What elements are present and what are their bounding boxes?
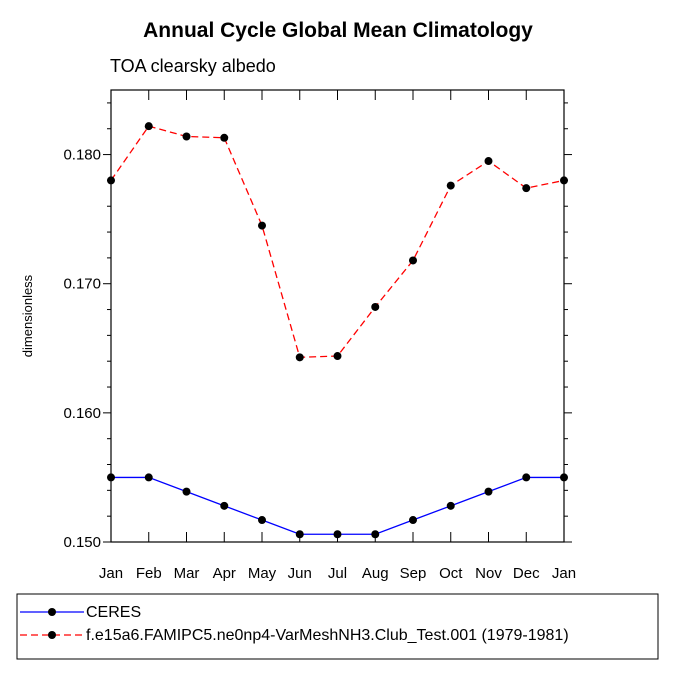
series-1-point: [409, 256, 417, 265]
y-axis-label: dimensionless: [20, 274, 35, 357]
x-tick-label: May: [248, 565, 277, 582]
series-0-point: [107, 473, 115, 482]
axis-ticks: [103, 90, 572, 543]
series-0-point: [220, 501, 229, 510]
series-1-point: [220, 133, 229, 142]
series-1-point: [182, 132, 191, 141]
series-1-point: [258, 221, 266, 230]
y-tick-label: 0.180: [63, 147, 101, 164]
series-1-point: [484, 157, 493, 166]
series-0-point: [258, 516, 266, 525]
chart-title: Annual Cycle Global Mean Climatology: [143, 19, 533, 42]
x-tick-label: Apr: [213, 565, 236, 582]
series-0-point: [409, 516, 417, 525]
legend-box: [16, 593, 659, 660]
x-tick-label: Jan: [99, 565, 123, 582]
series-1-point: [522, 184, 531, 193]
x-tick-label: Sep: [400, 565, 427, 582]
y-tick-label: 0.160: [63, 405, 101, 422]
legend-label-1: f.e15a6.FAMIPC5.ne0np4-VarMeshNH3.Club_T…: [86, 627, 569, 644]
x-tick-label: Mar: [174, 565, 200, 582]
legend-marker-1: [48, 631, 56, 639]
x-tick-label: Aug: [362, 565, 389, 582]
series-1-point: [144, 122, 153, 131]
legend-label-0: CERES: [86, 604, 141, 621]
x-tick-label: Jan: [552, 565, 576, 582]
series-layer: [107, 122, 568, 539]
series-0-point: [371, 530, 380, 539]
x-tick-label: Nov: [475, 565, 502, 582]
series-0-point: [522, 473, 531, 482]
series-0-point: [484, 487, 493, 496]
series-0-point: [560, 473, 568, 482]
series-line-1: [110, 125, 565, 358]
series-1-point: [371, 302, 380, 311]
series-0-point: [182, 487, 191, 496]
series-1-point: [295, 353, 304, 362]
series-1-point: [446, 181, 455, 190]
x-tick-label: Jul: [328, 565, 347, 582]
series-0-point: [333, 530, 342, 539]
chart-subtitle: TOA clearsky albedo: [110, 56, 276, 76]
x-tick-label: Oct: [439, 565, 463, 582]
y-tick-label: 0.170: [63, 276, 101, 293]
x-tick-label: Dec: [513, 565, 540, 582]
y-tick-label: 0.150: [63, 534, 101, 551]
legend-marker-0: [48, 608, 56, 616]
x-tick-label: Feb: [136, 565, 162, 582]
series-line-0: [111, 476, 564, 535]
series-1-point: [333, 352, 342, 361]
plot-frame: [110, 89, 565, 543]
series-1-point: [560, 176, 568, 185]
series-0-point: [295, 530, 304, 539]
axis-tick-labels: Jan Feb Mar Apr May Jun Jul Aug Sep Oct Nov Dec Jan 0…: [63, 147, 576, 582]
series-1-point: [107, 176, 115, 185]
series-0-point: [446, 501, 455, 510]
legend: CERES f.e15a6.FAMIPC5.ne0np4-VarMeshNH3.C…: [20, 604, 569, 644]
series-0-point: [144, 473, 153, 482]
x-tick-label: Jun: [288, 565, 312, 582]
